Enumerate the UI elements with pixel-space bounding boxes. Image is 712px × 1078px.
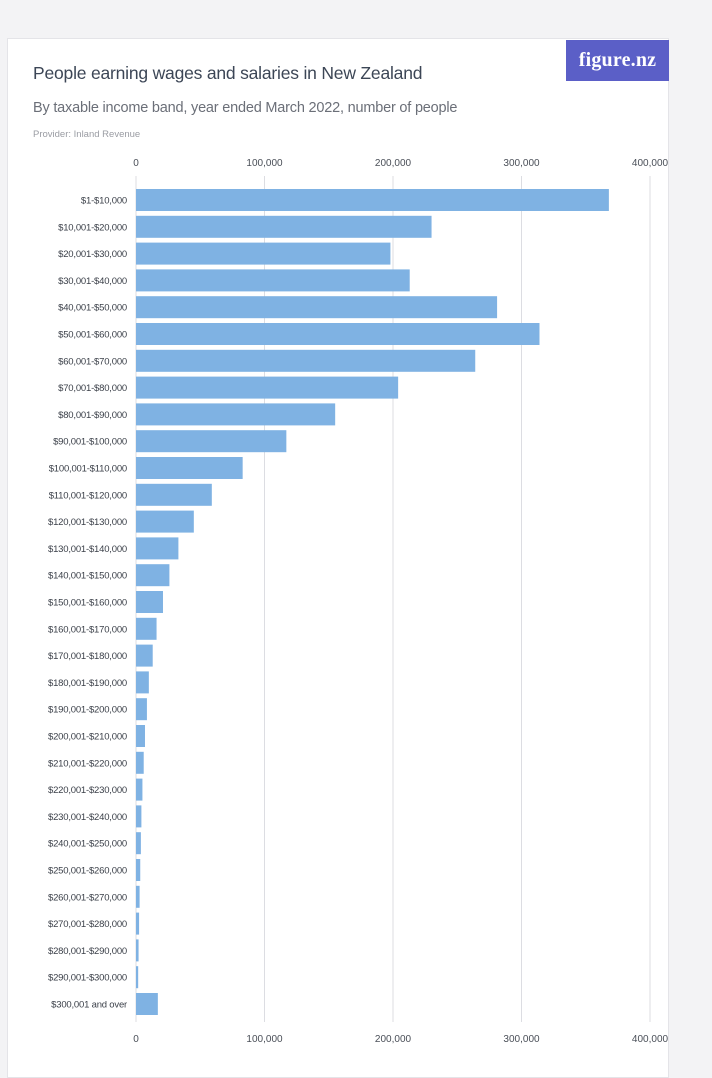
- x-tick-label-bottom: 200,000: [375, 1034, 412, 1045]
- bar[interactable]: [136, 376, 399, 399]
- chart-subtitle: By taxable income band, year ended March…: [33, 100, 458, 116]
- bar[interactable]: [136, 617, 157, 640]
- category-label: $160,001-$170,000: [48, 624, 127, 635]
- bar[interactable]: [136, 323, 540, 345]
- category-label: $250,001-$260,000: [48, 866, 127, 877]
- category-label: $60,001-$70,000: [58, 356, 127, 367]
- category-label: $50,001-$60,000: [58, 330, 127, 341]
- bar[interactable]: [136, 189, 609, 211]
- bar[interactable]: [136, 644, 153, 667]
- category-label: $110,001-$120,000: [49, 490, 127, 501]
- bar[interactable]: [136, 698, 147, 721]
- bar[interactable]: [136, 510, 194, 533]
- category-label: $150,001-$160,000: [48, 598, 127, 609]
- x-tick-label-top: 200,000: [375, 158, 412, 169]
- category-label: $80,001-$90,000: [58, 410, 127, 421]
- bar[interactable]: [136, 671, 149, 694]
- bar[interactable]: [136, 939, 139, 962]
- bar[interactable]: [136, 591, 163, 613]
- bar[interactable]: [136, 805, 142, 828]
- category-label: $120,001-$130,000: [48, 517, 127, 528]
- bar[interactable]: [136, 859, 141, 881]
- provider-note: Provider: Inland Revenue: [33, 129, 141, 140]
- bar[interactable]: [136, 537, 179, 560]
- bar[interactable]: [136, 269, 410, 292]
- category-label: $180,001-$190,000: [48, 678, 127, 689]
- bar[interactable]: [136, 349, 476, 372]
- bar[interactable]: [136, 966, 139, 989]
- category-label: $230,001-$240,000: [48, 812, 127, 823]
- bar[interactable]: [136, 885, 140, 908]
- category-label: $290,001-$300,000: [48, 973, 127, 984]
- category-label: $40,001-$50,000: [58, 303, 127, 314]
- bar[interactable]: [136, 832, 141, 855]
- category-label: $20,001-$30,000: [58, 249, 127, 260]
- x-tick-label-bottom: 0: [133, 1034, 139, 1045]
- bar[interactable]: [136, 564, 170, 587]
- category-label: $170,001-$180,000: [48, 651, 127, 662]
- bar[interactable]: [136, 751, 144, 774]
- bar[interactable]: [136, 457, 243, 479]
- x-tick-label-bottom: 100,000: [246, 1034, 283, 1045]
- bar[interactable]: [136, 778, 143, 801]
- category-label: $190,001-$200,000: [48, 705, 127, 716]
- category-label: $130,001-$140,000: [48, 544, 127, 555]
- category-label: $10,001-$20,000: [58, 222, 127, 233]
- bar[interactable]: [136, 483, 212, 506]
- bar[interactable]: [136, 296, 498, 319]
- x-tick-label-top: 0: [133, 158, 139, 169]
- category-label: $90,001-$100,000: [53, 437, 127, 448]
- chart-card: [7, 38, 669, 1078]
- bar[interactable]: [136, 993, 158, 1015]
- bar[interactable]: [136, 725, 145, 747]
- category-label: $100,001-$110,000: [49, 464, 127, 475]
- category-label: $270,001-$280,000: [48, 919, 127, 930]
- bar[interactable]: [136, 215, 432, 238]
- category-label: $140,001-$150,000: [48, 571, 127, 582]
- category-label: $30,001-$40,000: [58, 276, 127, 287]
- figure-nz-logo[interactable]: figure.nz: [566, 40, 669, 81]
- x-tick-label-top: 300,000: [503, 158, 540, 169]
- category-label: $300,001 and over: [51, 1000, 127, 1011]
- x-tick-label-bottom: 400,000: [632, 1034, 669, 1045]
- category-label: $280,001-$290,000: [48, 946, 127, 957]
- category-label: $220,001-$230,000: [48, 785, 127, 796]
- category-label: $70,001-$80,000: [58, 383, 127, 394]
- bar[interactable]: [136, 403, 336, 426]
- chart-title: People earning wages and salaries in New…: [33, 63, 423, 83]
- category-label: $200,001-$210,000: [48, 732, 127, 743]
- bar[interactable]: [136, 430, 287, 453]
- category-label: $240,001-$250,000: [48, 839, 127, 850]
- bar[interactable]: [136, 242, 391, 265]
- bar[interactable]: [136, 912, 140, 935]
- category-label: $260,001-$270,000: [48, 892, 127, 903]
- x-tick-label-top: 400,000: [632, 158, 669, 169]
- x-tick-label-top: 100,000: [246, 158, 283, 169]
- x-tick-label-bottom: 300,000: [503, 1034, 540, 1045]
- category-label: $1-$10,000: [81, 196, 127, 207]
- category-label: $210,001-$220,000: [48, 758, 127, 769]
